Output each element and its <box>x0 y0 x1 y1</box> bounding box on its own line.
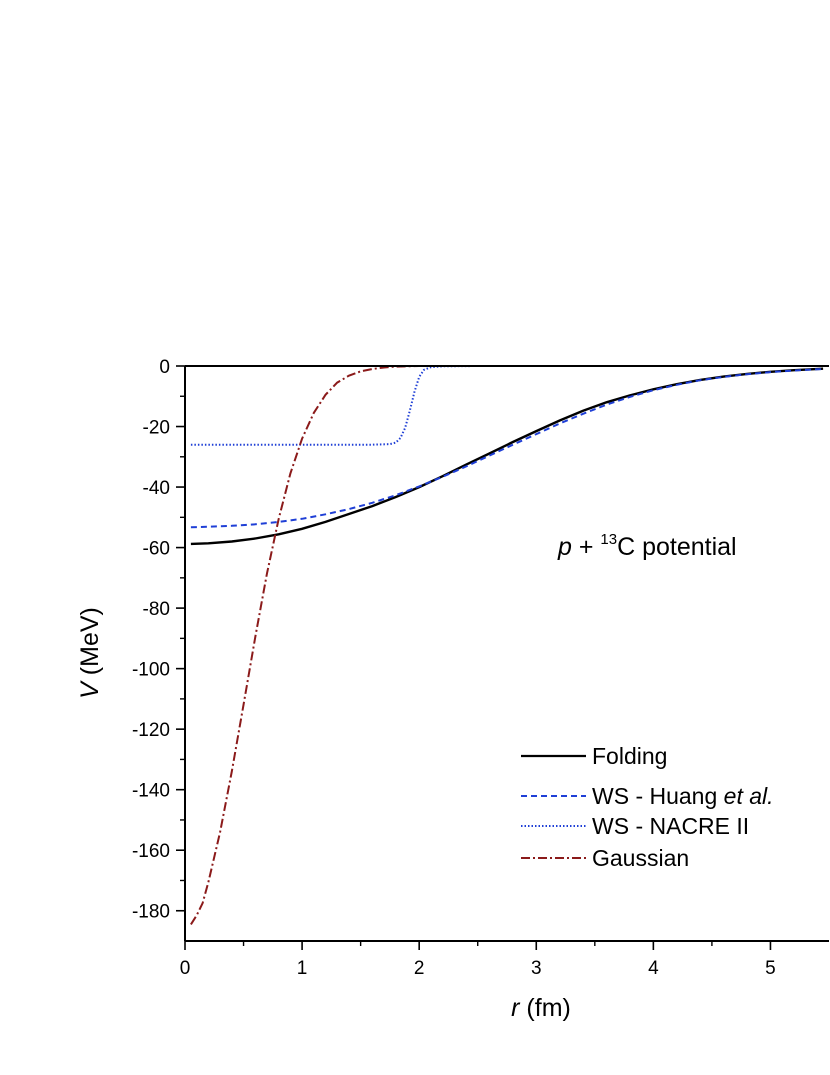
legend-label-nacre: WS - NACRE II <box>592 813 749 839</box>
annotation-suffix: C potential <box>617 533 737 561</box>
axes: 0 1 2 3 4 5 0 -20 -40 -60 -80 -100 -120 -140 -160 -180 <box>132 357 829 979</box>
series-line-huang <box>190 368 824 529</box>
series-line-gaussian <box>190 365 824 925</box>
y-tick-label: -100 <box>132 660 170 681</box>
y-tick-label: 0 <box>159 357 170 378</box>
y-tick-label: -60 <box>143 539 170 560</box>
annotation-plus: + <box>572 533 601 561</box>
x-axis-unit: (fm) <box>526 994 570 1022</box>
annotation: p + 13C potential <box>557 531 737 561</box>
x-tick-label: 5 <box>765 958 776 979</box>
svg-text:r (fm): r (fm) <box>511 994 571 1022</box>
legend-label-folding: Folding <box>592 743 667 769</box>
annotation-superscript: 13 <box>600 531 617 548</box>
y-tick-label: -160 <box>132 841 170 862</box>
x-axis-var: r <box>511 994 521 1022</box>
y-tick-label: -20 <box>143 418 170 439</box>
plot-area <box>190 365 824 925</box>
y-axis-title: V (MeV) <box>76 607 104 699</box>
svg-text:p + 13C potential: p + 13C potential <box>557 531 737 561</box>
x-tick-label: 1 <box>297 958 308 979</box>
y-tick-label: -40 <box>143 478 170 499</box>
legend: Folding WS - Huang et al. WS - NACRE II … <box>521 743 774 871</box>
y-tick-label: -120 <box>132 720 170 741</box>
x-tick-label: 3 <box>531 958 542 979</box>
y-tick-label: -180 <box>132 902 170 923</box>
y-tick-label: -140 <box>132 781 170 802</box>
x-tick-label: 0 <box>180 958 191 979</box>
x-tick-label: 4 <box>648 958 659 979</box>
legend-label-huang: WS - Huang et al. <box>592 783 774 809</box>
legend-label-huang-italic: et al. <box>724 783 774 809</box>
legend-label-gaussian: Gaussian <box>592 845 689 871</box>
y-axis-unit: (MeV) <box>76 607 104 675</box>
series-line-folding <box>190 367 824 546</box>
x-tick-label: 2 <box>414 958 425 979</box>
legend-label-huang-prefix: WS - Huang <box>592 783 724 809</box>
y-tick-label: -80 <box>143 599 170 620</box>
y-axis-var: V <box>76 680 104 699</box>
annotation-p: p <box>557 533 572 561</box>
svg-text:V (MeV): V (MeV) <box>76 607 104 699</box>
series-line-nacre <box>190 365 824 446</box>
x-axis-title: r (fm) <box>511 994 571 1022</box>
